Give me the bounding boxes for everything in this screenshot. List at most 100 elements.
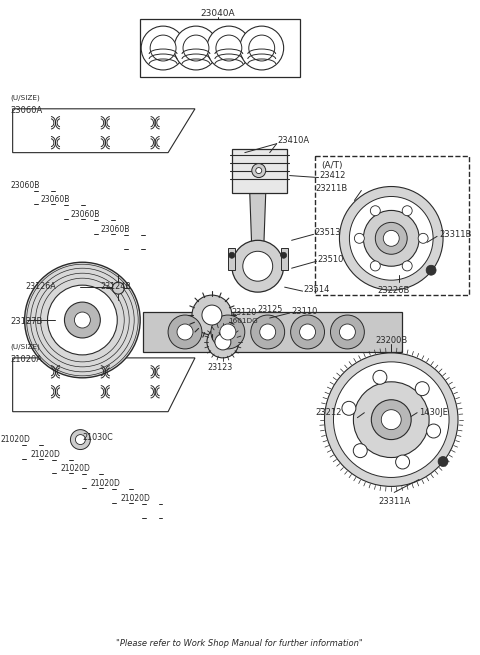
Circle shape (24, 262, 140, 378)
Circle shape (300, 324, 315, 340)
Text: 1601DG: 1601DG (228, 318, 258, 324)
Text: (U/SIZE): (U/SIZE) (11, 344, 40, 350)
Circle shape (232, 240, 284, 292)
Bar (228, 248, 235, 271)
Circle shape (330, 315, 364, 349)
Circle shape (427, 424, 441, 438)
Bar (281, 248, 288, 271)
Circle shape (211, 315, 245, 349)
Text: "Please refer to Work Shop Manual for further information": "Please refer to Work Shop Manual for fu… (117, 639, 363, 648)
Circle shape (339, 324, 355, 340)
Circle shape (202, 305, 222, 325)
Text: 23127B: 23127B (11, 317, 43, 326)
Circle shape (207, 26, 251, 70)
Circle shape (418, 233, 428, 243)
Circle shape (281, 252, 287, 258)
Circle shape (240, 26, 284, 70)
Circle shape (324, 353, 458, 487)
Circle shape (339, 187, 443, 290)
Text: 23126A: 23126A (25, 282, 56, 291)
Text: 23410A: 23410A (277, 136, 310, 145)
Circle shape (243, 252, 273, 281)
Circle shape (260, 324, 276, 340)
Text: 21020D: 21020D (31, 449, 60, 458)
Text: 23412: 23412 (320, 170, 346, 179)
Text: 23513: 23513 (314, 229, 341, 237)
Circle shape (371, 206, 380, 215)
Circle shape (402, 261, 412, 271)
Circle shape (192, 295, 232, 335)
Text: 23211B: 23211B (315, 183, 348, 193)
Bar (140, 19, 300, 77)
Text: 23200B: 23200B (375, 336, 408, 345)
Circle shape (342, 402, 356, 415)
Circle shape (415, 382, 429, 396)
Text: 21020A: 21020A (11, 355, 43, 364)
Circle shape (402, 206, 412, 215)
Circle shape (251, 315, 285, 349)
Bar (143, 312, 402, 352)
Circle shape (112, 282, 124, 294)
Circle shape (353, 443, 367, 458)
Circle shape (48, 285, 117, 355)
Circle shape (174, 26, 218, 70)
Polygon shape (12, 358, 195, 412)
Circle shape (75, 435, 85, 445)
Circle shape (381, 409, 401, 430)
Text: 23040A: 23040A (201, 9, 235, 18)
Text: 23060B: 23060B (100, 225, 130, 234)
Circle shape (438, 457, 448, 466)
Text: 21020D: 21020D (60, 464, 90, 474)
Text: 23226B: 23226B (377, 286, 410, 295)
Circle shape (372, 400, 411, 440)
Circle shape (426, 265, 436, 275)
Text: 23060B: 23060B (40, 195, 70, 204)
Circle shape (168, 315, 202, 349)
Circle shape (353, 382, 429, 458)
Text: 1430JE: 1430JE (419, 407, 448, 417)
Circle shape (141, 26, 185, 70)
Circle shape (371, 261, 380, 271)
Circle shape (363, 210, 419, 266)
Circle shape (290, 315, 324, 349)
Text: 23060B: 23060B (71, 210, 100, 219)
Text: 21020D: 21020D (120, 495, 150, 504)
Circle shape (71, 430, 90, 449)
Text: 23311A: 23311A (378, 497, 410, 506)
Bar (232, 149, 287, 193)
Circle shape (373, 370, 387, 384)
Text: 23110: 23110 (292, 307, 318, 316)
Circle shape (220, 324, 236, 340)
Circle shape (396, 455, 409, 469)
Circle shape (64, 302, 100, 338)
Text: (U/SIZE): (U/SIZE) (11, 95, 40, 102)
Text: 21020D: 21020D (0, 435, 31, 443)
Text: 23120: 23120 (232, 308, 257, 317)
Bar (314, 156, 469, 295)
Circle shape (249, 35, 275, 61)
Text: 23125: 23125 (258, 305, 283, 314)
Text: 23060A: 23060A (11, 106, 43, 115)
Circle shape (215, 334, 231, 350)
Circle shape (74, 312, 90, 328)
Text: (A/T): (A/T) (322, 160, 343, 170)
Circle shape (177, 324, 193, 340)
Text: 23510: 23510 (318, 255, 344, 264)
Circle shape (354, 233, 364, 243)
Text: 21030C: 21030C (83, 432, 113, 441)
Circle shape (150, 35, 176, 61)
Text: 21020D: 21020D (90, 479, 120, 489)
Circle shape (229, 252, 235, 258)
Text: 23060B: 23060B (11, 181, 40, 189)
Polygon shape (250, 193, 266, 248)
Text: 23212: 23212 (315, 407, 342, 417)
Text: 23124B: 23124B (100, 282, 131, 291)
Circle shape (334, 362, 449, 477)
Text: 23311B: 23311B (439, 231, 471, 239)
Circle shape (252, 164, 266, 178)
Circle shape (256, 168, 262, 174)
Text: 23514: 23514 (303, 285, 330, 294)
Circle shape (183, 35, 209, 61)
Circle shape (375, 223, 407, 254)
Circle shape (216, 35, 242, 61)
